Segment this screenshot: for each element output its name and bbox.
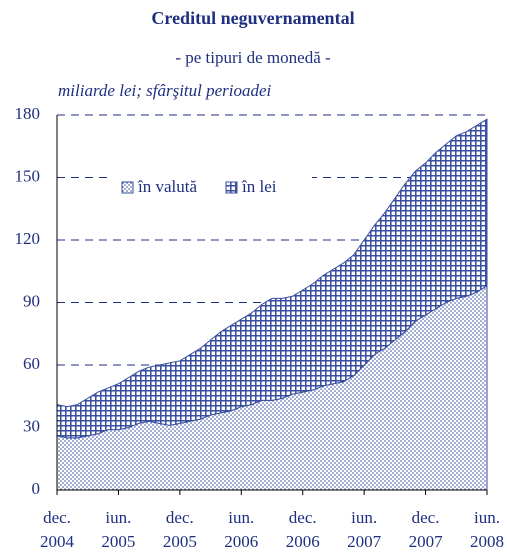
legend: în valută în lei (112, 176, 312, 200)
x-tick-label: iun. 2005 (101, 508, 136, 551)
y-tick-label: 30 (23, 416, 40, 435)
y-tick-label: 90 (23, 291, 40, 310)
legend-swatch (225, 181, 238, 194)
y-tick-label: 120 (15, 229, 41, 248)
x-tick-label: iun. 2007 (347, 508, 382, 551)
y-tick-label: 150 (15, 166, 41, 185)
legend-label: în lei (241, 177, 277, 196)
y-tick-label: 60 (23, 354, 40, 373)
y-tick-label: 0 (32, 479, 41, 498)
x-tick-label: dec. 2005 (162, 508, 197, 551)
y-tick-label: 180 (15, 104, 41, 123)
x-tick-label: dec. 2007 (408, 508, 443, 551)
legend-swatch (121, 181, 134, 194)
chart-subtitle: - pe tipuri de monedă - (175, 48, 331, 67)
x-tick-label: iun. 2008 (470, 508, 504, 551)
chart-title: Creditul neguvernamental (151, 8, 354, 28)
x-tick-label: dec. 2004 (40, 508, 74, 551)
legend-label: în valută (137, 177, 197, 196)
x-tick-label: iun. 2006 (224, 508, 259, 551)
x-tick-label: dec. 2006 (285, 508, 320, 551)
area (56, 118, 488, 439)
y-axis-label: miliarde lei; sfârşitul perioadei (58, 81, 272, 100)
legend-background (112, 176, 312, 200)
